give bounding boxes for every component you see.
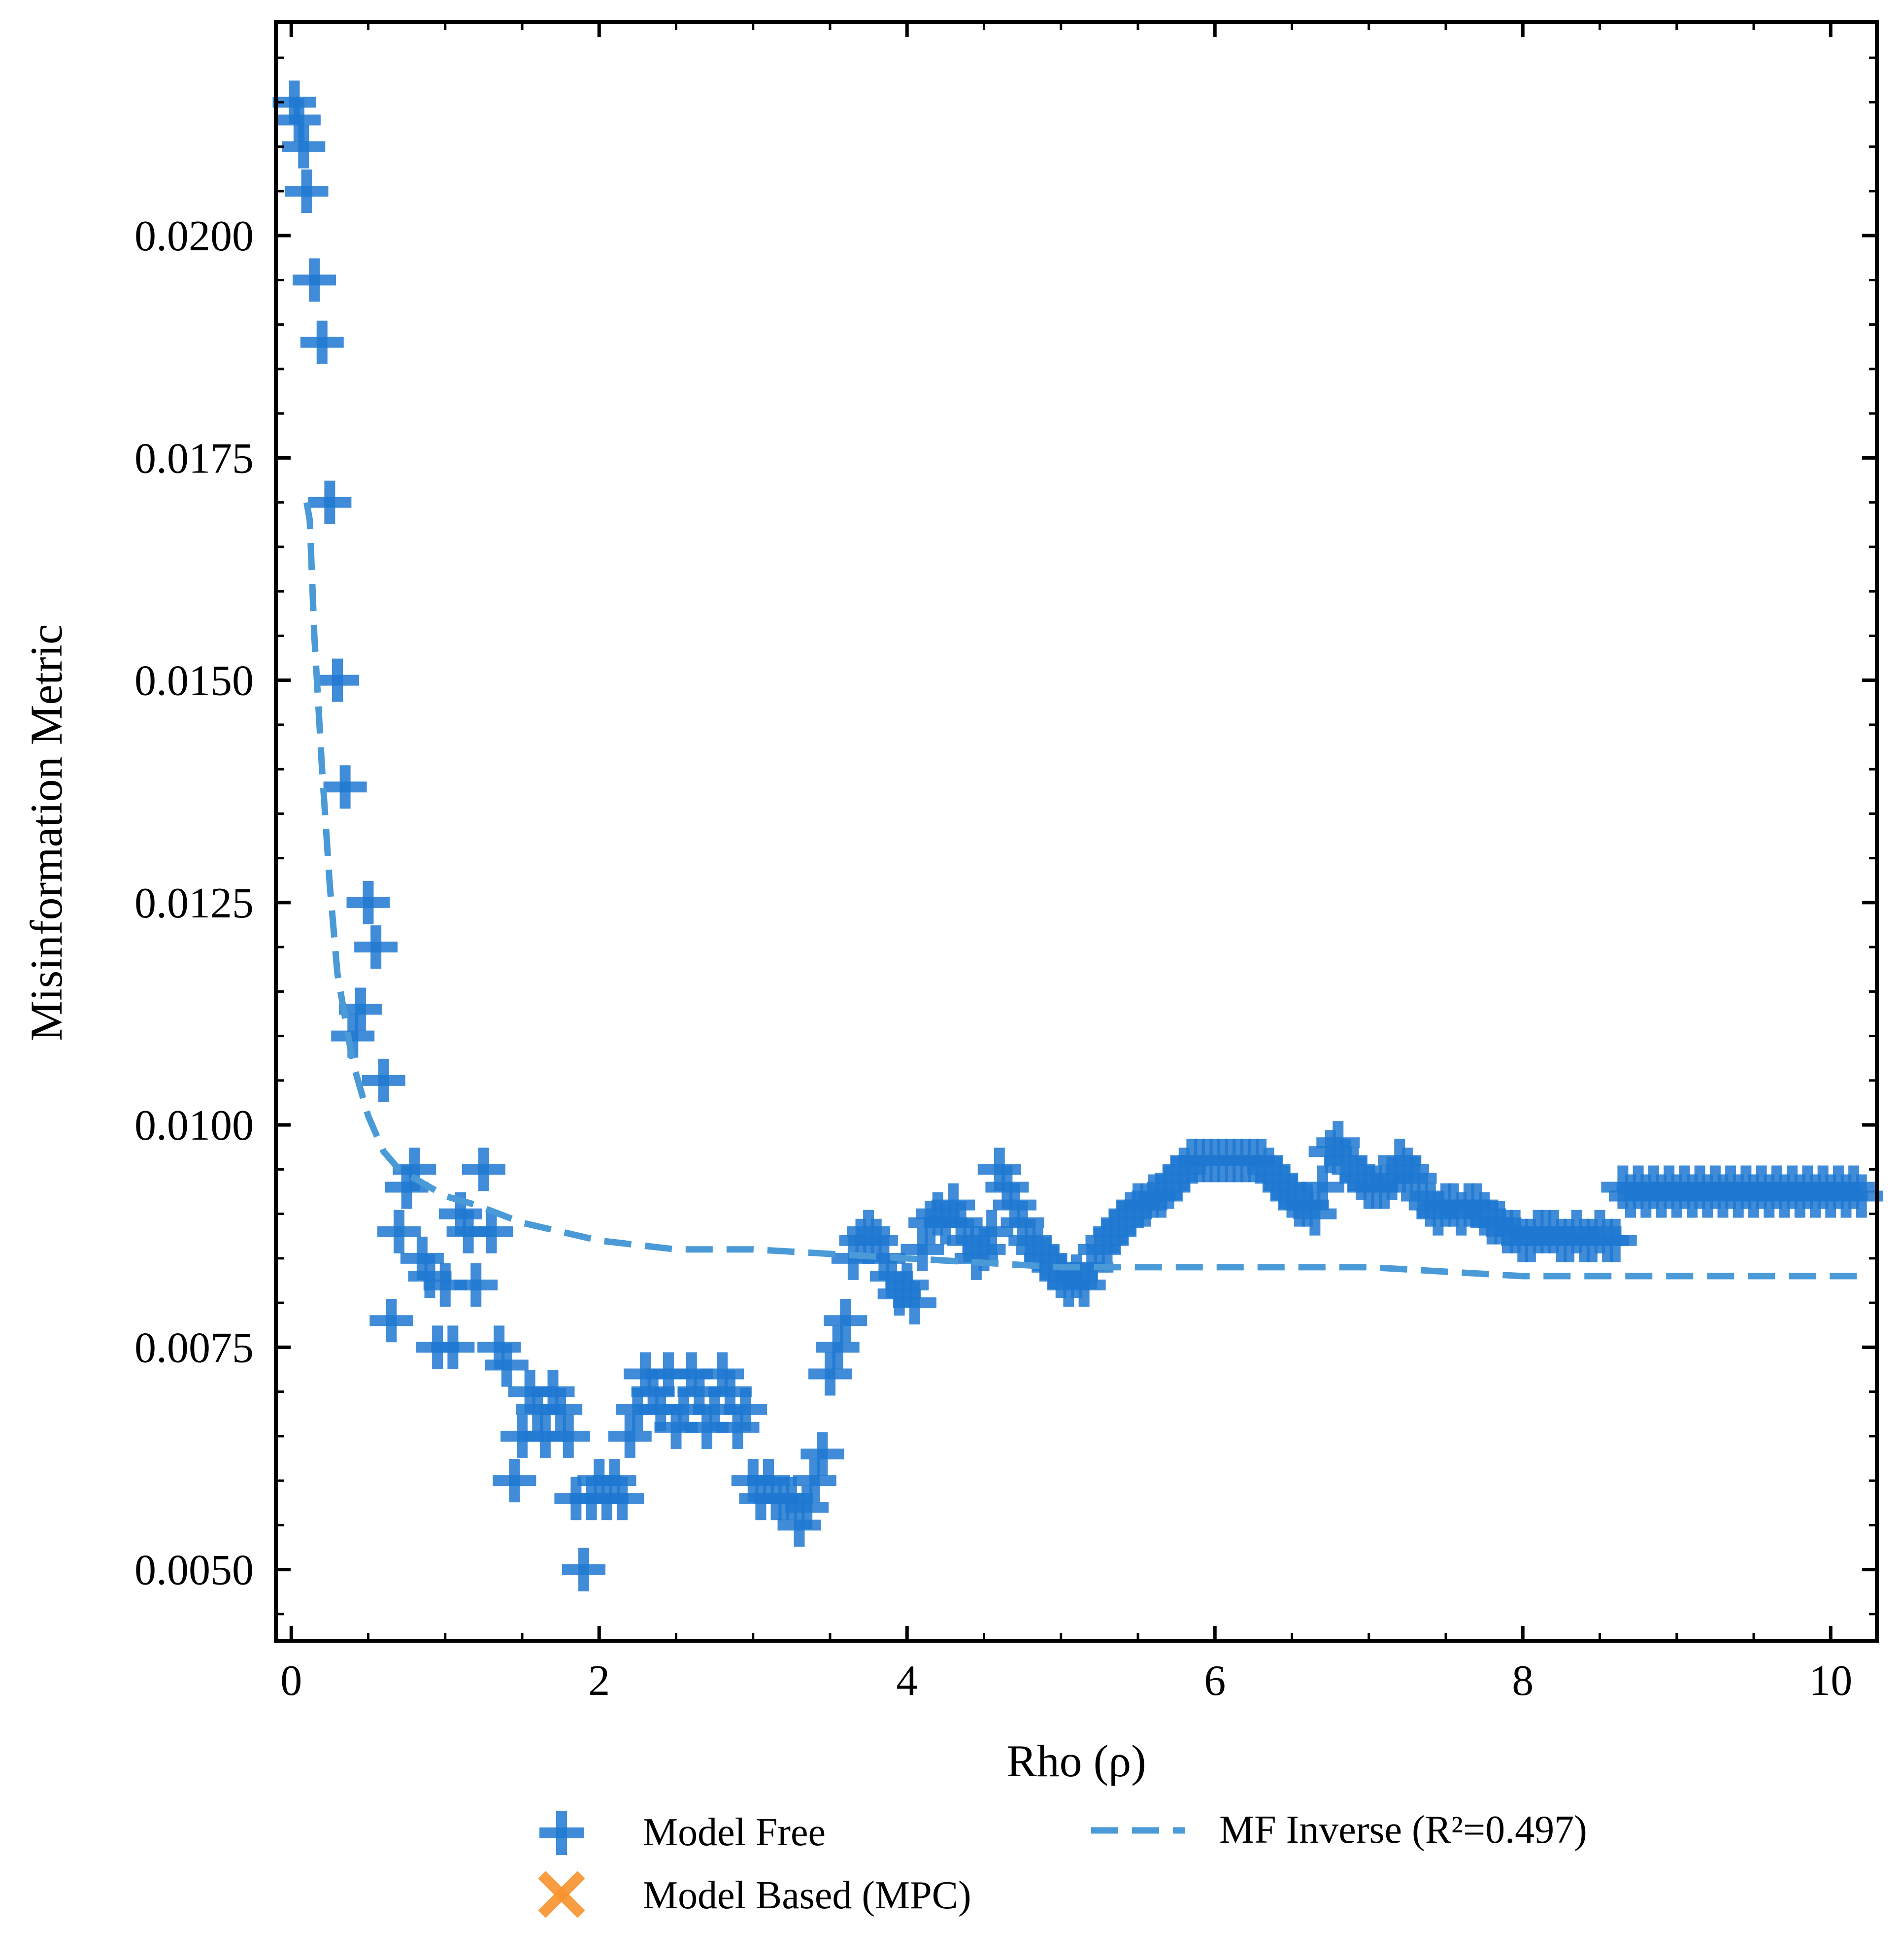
model-free-point bbox=[847, 1210, 891, 1253]
model-free-point bbox=[362, 1058, 405, 1102]
y-tick-label: 0.0050 bbox=[134, 1547, 254, 1594]
legend-marker-model-free bbox=[539, 1811, 584, 1855]
model-free-point bbox=[800, 1432, 844, 1476]
model-free-point bbox=[493, 1459, 536, 1503]
model-free-point bbox=[954, 1236, 998, 1280]
model-free-point bbox=[469, 1210, 513, 1253]
x-tick-labels: 0 2 4 6 8 10 bbox=[280, 1657, 1852, 1705]
model-free-point bbox=[1385, 1148, 1429, 1191]
y-axis-title: Misinformation Metric bbox=[21, 624, 71, 1041]
x-tick-label: 4 bbox=[896, 1657, 918, 1705]
y-tick-label: 0.0125 bbox=[134, 879, 254, 927]
model-free-point bbox=[485, 1343, 529, 1387]
model-free-point bbox=[354, 925, 398, 969]
model-free-point bbox=[282, 125, 326, 169]
model-free-point bbox=[808, 1352, 852, 1396]
axes-frame bbox=[274, 20, 1879, 1643]
model-free-point bbox=[785, 1486, 829, 1529]
model-free-point bbox=[1593, 1218, 1637, 1262]
model-free-point bbox=[600, 1477, 644, 1521]
legend-marker-model-based bbox=[538, 1871, 585, 1918]
x-tick-label: 10 bbox=[1809, 1657, 1852, 1705]
model-free-point bbox=[1301, 1165, 1344, 1209]
x-tick-label: 2 bbox=[588, 1657, 610, 1705]
x-tick-label: 8 bbox=[1512, 1657, 1534, 1705]
model-free-point bbox=[300, 320, 344, 364]
model-free-point bbox=[369, 1299, 413, 1343]
model-free-point bbox=[323, 765, 367, 809]
model-free-point bbox=[724, 1387, 767, 1431]
model-free-point bbox=[893, 1281, 936, 1325]
y-tick-label: 0.0100 bbox=[134, 1102, 254, 1149]
model-free-point bbox=[608, 1414, 652, 1458]
mf-inverse-line bbox=[303, 502, 1862, 1280]
legend-label-model-based: Model Based (MPC) bbox=[643, 1874, 971, 1917]
model-free-point bbox=[970, 1210, 1014, 1253]
model-free-point bbox=[454, 1263, 498, 1307]
x-tick-label: 0 bbox=[280, 1657, 302, 1705]
model-free-point bbox=[285, 169, 329, 213]
y-tick-label: 0.0200 bbox=[134, 212, 254, 260]
model-free-point bbox=[824, 1299, 867, 1343]
model-free-point bbox=[377, 1210, 421, 1253]
model-free-point bbox=[431, 1325, 475, 1369]
model-free-series bbox=[272, 80, 1883, 1591]
model-free-point bbox=[562, 1548, 605, 1591]
model-free-point bbox=[546, 1414, 590, 1458]
model-free-point bbox=[539, 1387, 583, 1431]
axis-ticks bbox=[276, 22, 1877, 1641]
model-free-point bbox=[346, 880, 390, 924]
y-tick-label: 0.0075 bbox=[134, 1324, 254, 1372]
legend: Model Free Model Based (MPC) MF Inverse … bbox=[538, 1808, 1587, 1918]
legend-label-model-free: Model Free bbox=[643, 1811, 826, 1854]
y-tick-label: 0.0175 bbox=[134, 435, 254, 482]
model-free-point bbox=[308, 480, 352, 524]
x-axis-title: Rho (ρ) bbox=[1006, 1736, 1146, 1786]
y-tick-labels: 0.0050 0.0075 0.0100 0.0125 0.0150 0.0175 0.02… bbox=[134, 212, 254, 1594]
model-free-point bbox=[1293, 1192, 1337, 1236]
model-free-point bbox=[793, 1459, 836, 1503]
model-free-point bbox=[462, 1148, 505, 1191]
model-free-point bbox=[316, 658, 359, 702]
model-free-point bbox=[816, 1325, 860, 1369]
legend-label-mf-inverse: MF Inverse (R²=0.497) bbox=[1219, 1808, 1587, 1852]
model-free-point bbox=[1832, 1165, 1876, 1209]
model-free-point bbox=[293, 258, 336, 302]
y-tick-label: 0.0150 bbox=[134, 657, 254, 705]
x-tick-label: 6 bbox=[1204, 1657, 1226, 1705]
model-free-point bbox=[900, 1227, 944, 1271]
model-free-point bbox=[1363, 1165, 1406, 1209]
plot-area: 0 2 4 6 8 10 0.00500.00750.01000.01250.01500.… bbox=[134, 20, 1883, 1705]
